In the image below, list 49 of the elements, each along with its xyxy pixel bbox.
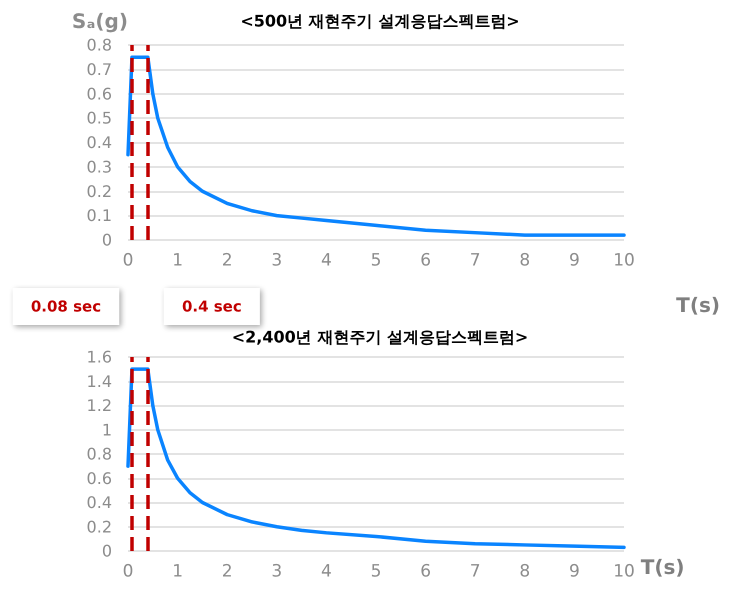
x-tick-label: 8 [519, 562, 530, 582]
x-tick-label: 10 [613, 250, 635, 270]
y-tick-label: 1.2 [86, 396, 112, 415]
x-tick-label: 4 [320, 250, 332, 270]
x-tick-label: 9 [568, 562, 580, 582]
x-tick-label: 2 [222, 250, 233, 270]
y-tick-label: 0.7 [86, 60, 112, 79]
chart-title: <2,400년 재현주기 설계응답스펙트럼> [232, 328, 528, 346]
x-tick-label: 5 [370, 562, 382, 582]
y-axis-title: Sₐ(g) [72, 9, 128, 33]
y-tick-label: 0.4 [86, 493, 112, 512]
x-tick-label: 10 [613, 562, 635, 582]
x-tick-label: 3 [271, 562, 282, 582]
y-tick-label: 1.4 [86, 372, 112, 391]
x-tick-label: 7 [470, 562, 481, 582]
x-tick-label: 9 [568, 250, 580, 270]
x-tick-label: 6 [420, 562, 432, 582]
y-tick-label: 0.2 [86, 517, 112, 536]
y-tick-label: 0 [102, 230, 112, 250]
y-tick-label: 0 [102, 542, 112, 560]
y-tick-label: 0.6 [86, 84, 112, 104]
line-series [126, 367, 626, 550]
y-tick-label: 0.5 [86, 108, 112, 128]
y-tick-label: 0.8 [86, 36, 112, 54]
x-tick-label: 3 [271, 250, 282, 270]
chart-title: <500년 재현주기 설계응답스펙트럼> [240, 12, 520, 30]
x-tick-label: 5 [370, 250, 382, 270]
x-axis-title: T(s) [640, 555, 685, 579]
x-tick-label: 6 [420, 250, 432, 270]
ref-line-label: 0.4 sec [182, 298, 242, 316]
x-tick-label: 1 [172, 250, 184, 270]
x-tick-label: 1 [172, 562, 184, 582]
x-axis-title: T(s) [676, 293, 720, 317]
x-tick-label: 0 [122, 250, 134, 270]
y-tick-label: 0.6 [86, 468, 112, 488]
y-tick-label: 1 [102, 420, 112, 440]
y-tick-label: 0.3 [86, 157, 112, 176]
x-tick-label: 7 [470, 250, 481, 270]
y-tick-label: 0.4 [86, 133, 112, 152]
x-tick-label: 8 [519, 250, 530, 270]
ref-line-label: 0.08 sec [30, 298, 102, 316]
x-tick-label: 0 [122, 562, 134, 582]
x-tick-label: 2 [222, 562, 233, 582]
x-tick-label: 4 [320, 562, 332, 582]
y-tick-label: 0.1 [86, 206, 112, 226]
line-series [126, 55, 626, 237]
y-tick-label: 0.8 [86, 444, 112, 464]
y-tick-label: 0.2 [86, 182, 112, 201]
y-tick-label: 1.6 [86, 348, 112, 366]
